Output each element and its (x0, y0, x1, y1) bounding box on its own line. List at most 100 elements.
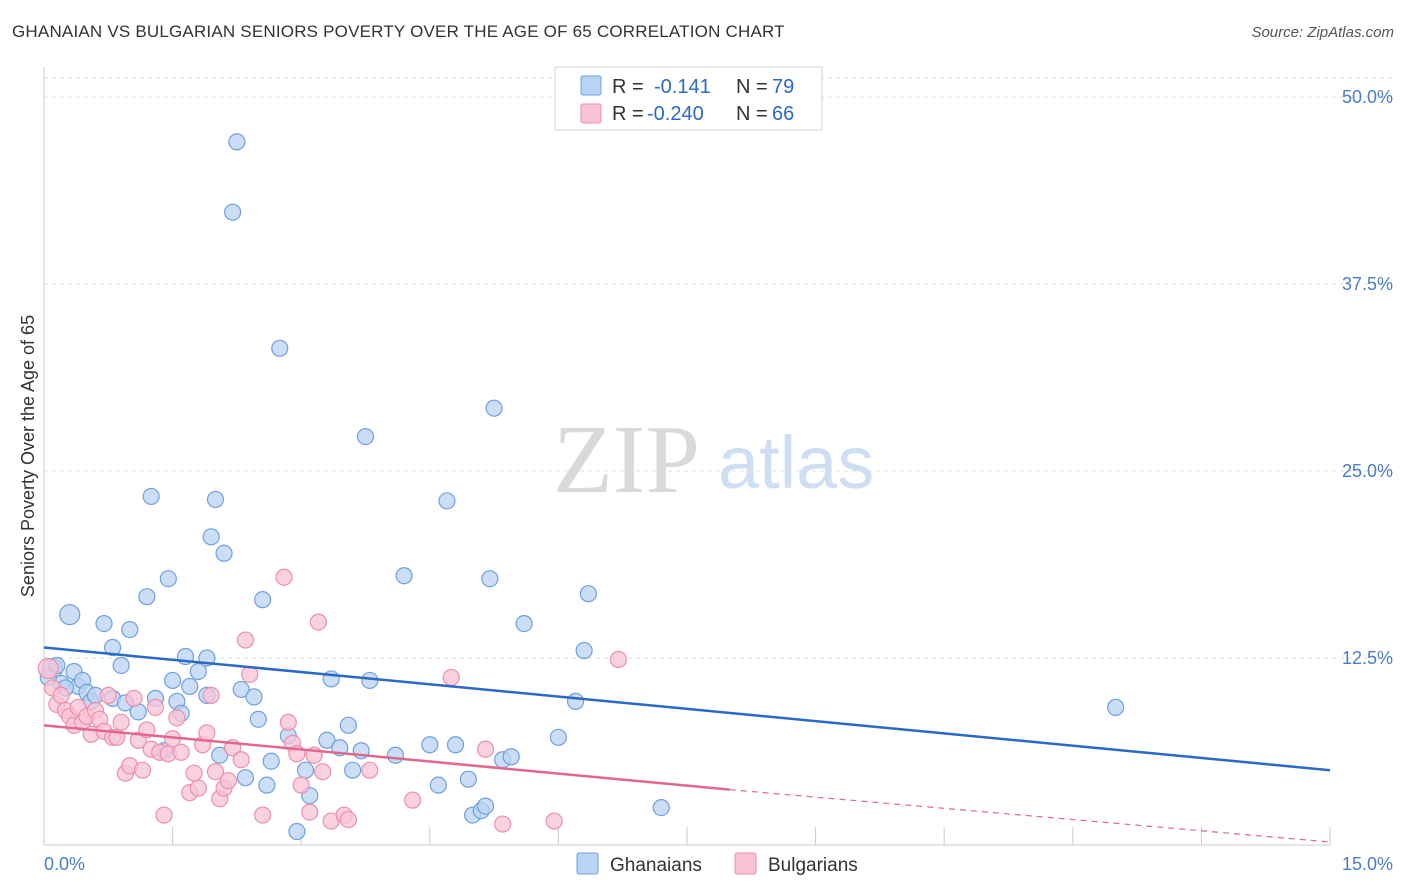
x-tick-label-min: 0.0% (44, 854, 85, 874)
bulgarian-point (146, 698, 165, 716)
ghanaian-trend-line (43, 646, 1331, 772)
source-label: Source: ZipAtlas.com (1251, 24, 1394, 41)
chart-title: GHANAIAN VS BULGARIAN SENIORS POVERTY OV… (12, 22, 785, 41)
bulgarian-point (494, 815, 512, 833)
correlation-legend: R = -0.141 N = 79 R = -0.240 N = 66 (554, 66, 823, 131)
ghanaian-point (652, 798, 670, 817)
ghanaian-point (395, 567, 413, 585)
ghanaian-point (112, 656, 130, 675)
ghanaian-point (288, 822, 306, 841)
bottom-legend-swatch-bulgarians (734, 852, 757, 875)
legend-r-label-ghanaians: R = (612, 76, 644, 98)
bulgarian-point (202, 686, 220, 705)
ghanaian-point (249, 710, 267, 728)
y-axis-title: Seniors Poverty Over the Age of 65 (18, 315, 38, 597)
bulgarian-point (442, 668, 460, 687)
bulgarian-point (172, 743, 190, 761)
bulgarian-point (219, 772, 237, 790)
bulgarian-point (314, 763, 332, 781)
ghanaian-point (95, 614, 113, 633)
watermark-zip: ZIP (553, 406, 700, 514)
bulgarian-trend-line (43, 724, 730, 791)
ghanaian-point (232, 680, 250, 699)
watermark-atlas: atlas (718, 421, 874, 504)
bulgarian-point (189, 779, 207, 797)
bulgarian-point (37, 657, 59, 680)
legend-swatch-bulgarians (580, 103, 602, 124)
y-tick-label-25-0: 25.0% (1342, 461, 1393, 481)
legend-n-label-ghanaians: N = (736, 76, 768, 98)
bulgarian-point (168, 709, 186, 727)
bulgarian-point (232, 751, 250, 769)
ghanaian-point (579, 585, 598, 603)
bulgarian-point (301, 803, 319, 821)
ghanaian-point (459, 770, 477, 788)
ghanaian-point (202, 528, 220, 546)
bottom-legend-swatch-ghanaians (576, 852, 599, 875)
bulgarian-point (125, 689, 143, 707)
ghanaian-point (296, 761, 315, 779)
ghanaian-point (1107, 698, 1125, 716)
bottom-legend-label-bulgarians: Bulgarians (768, 855, 858, 876)
ghanaian-point (245, 688, 263, 706)
bulgarian-point (476, 740, 495, 758)
y-tick-label-37-5: 37.5% (1342, 274, 1393, 294)
ghanaian-point (142, 487, 160, 506)
bottom-legend-label-ghanaians: Ghanaians (610, 855, 702, 876)
ghanaian-point (138, 588, 156, 606)
bulgarian-trend-extension (729, 789, 1331, 843)
series-legend: Ghanaians Bulgarians (576, 852, 858, 876)
ghanaian-point (228, 133, 246, 151)
bulgarian-point (254, 806, 272, 824)
ghanaian-point (481, 570, 499, 588)
bulgarian-point (361, 761, 379, 779)
bulgarian-point (275, 568, 293, 586)
legend-r-value-bulgarians: -0.240 (647, 103, 704, 125)
ghanaian-point (502, 748, 520, 766)
bulgarian-point (112, 713, 130, 731)
bulgarian-point (198, 724, 216, 742)
bulgarian-point (292, 776, 310, 794)
legend-n-label-bulgarians: N = (736, 103, 768, 125)
ghanaian-point (339, 716, 357, 734)
ghanaian-point (262, 752, 280, 770)
ghanaian-point (206, 490, 225, 509)
ghanaian-point (575, 641, 593, 660)
ghanaian-point (181, 677, 199, 696)
ghanaian-point (515, 614, 533, 633)
legend-n-value-ghanaians: 79 (772, 76, 794, 98)
ghanaian-point (344, 761, 362, 779)
ghanaian-point (254, 591, 272, 609)
points-layer (37, 133, 1125, 841)
bulgarian-point (133, 761, 152, 779)
ghanaian-point (121, 620, 139, 639)
ghanaian-point (236, 769, 255, 787)
ghanaian-point (361, 671, 379, 690)
ghanaian-point (258, 776, 276, 794)
ghanaian-point (549, 728, 568, 746)
ghanaian-point (438, 492, 456, 510)
bulgarian-point (545, 812, 563, 830)
legend-n-value-bulgarians: 66 (772, 103, 794, 125)
legend-r-label-bulgarians: R = (612, 103, 644, 125)
legend-swatch-ghanaians (580, 75, 602, 96)
bulgarian-point (99, 686, 117, 705)
bulgarian-point (52, 686, 70, 705)
bulgarian-point (155, 806, 173, 824)
ghanaian-point (485, 399, 503, 417)
ghanaian-point (429, 776, 447, 794)
ghanaian-point (421, 736, 439, 754)
bulgarian-point (339, 810, 357, 829)
bulgarian-point (206, 763, 225, 781)
legend-r-value-ghanaians: -0.141 (654, 76, 711, 98)
bulgarian-point (404, 791, 422, 809)
ghanaian-point (159, 570, 177, 588)
bulgarian-point (185, 764, 203, 782)
y-tick-label-12-5: 12.5% (1342, 648, 1393, 668)
ghanaian-point (224, 203, 242, 221)
ghanaian-point (59, 604, 81, 626)
ghanaian-point (356, 427, 375, 446)
ghanaian-point (211, 746, 229, 764)
ghanaian-point (386, 746, 405, 764)
